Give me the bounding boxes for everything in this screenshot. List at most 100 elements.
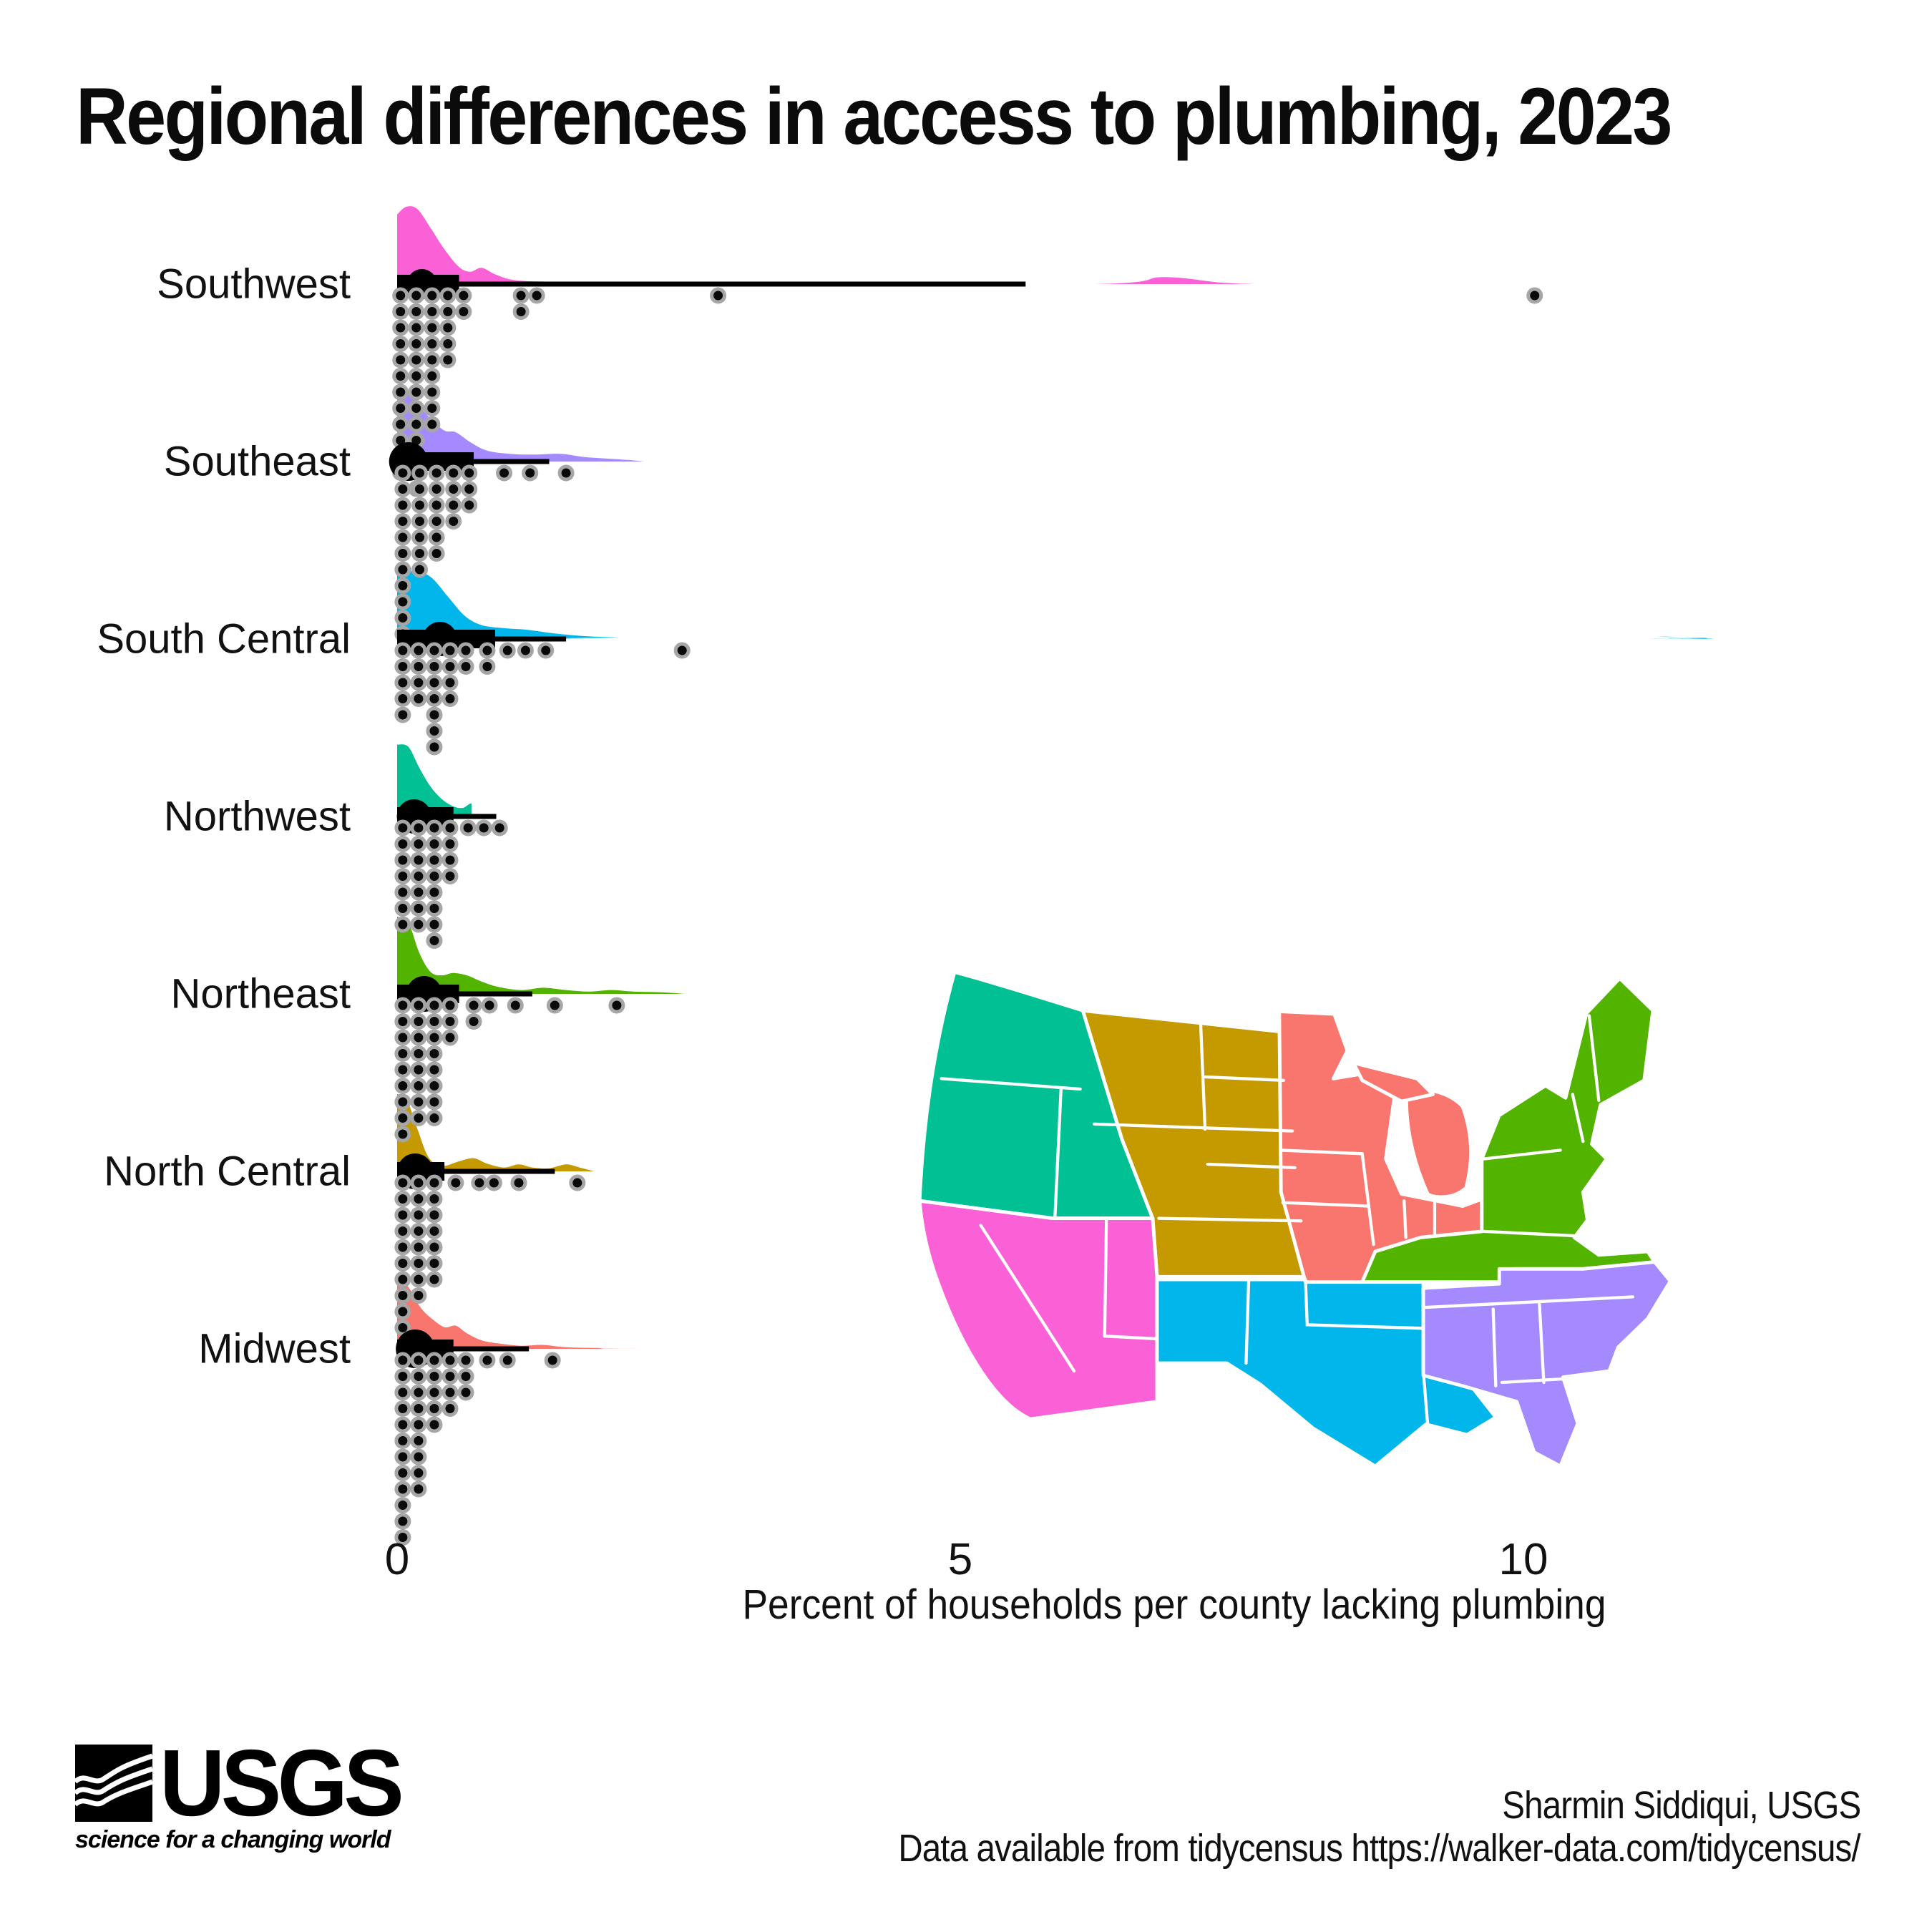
- county-dot: [394, 1400, 411, 1417]
- county-dot: [496, 464, 513, 482]
- county-dot: [394, 497, 411, 514]
- county-dot: [394, 674, 411, 691]
- county-dot: [479, 1352, 496, 1369]
- county-dot: [426, 1384, 443, 1401]
- county-dot: [411, 464, 428, 482]
- county-dot: [445, 497, 462, 514]
- county-dot: [491, 819, 508, 836]
- county-dot: [394, 1078, 411, 1094]
- county-dot: [428, 497, 445, 514]
- county-dot: [426, 1013, 443, 1030]
- county-dot: [424, 368, 441, 384]
- county-dot: [410, 1416, 427, 1433]
- state-border-line: [1424, 1295, 1635, 1309]
- county-dot: [394, 1465, 411, 1481]
- county-dot: [394, 1223, 411, 1239]
- county-dot: [410, 1480, 427, 1498]
- map-region-southwest: [917, 1199, 1159, 1421]
- row-northwest: Northwest: [164, 794, 508, 949]
- state-border-line: [1279, 1148, 1364, 1156]
- county-dot: [394, 481, 411, 497]
- county-dot: [426, 932, 443, 949]
- county-dot: [485, 1174, 502, 1191]
- county-dot: [457, 658, 474, 675]
- county-dot: [428, 513, 445, 530]
- county-dot: [394, 464, 411, 482]
- county-dot: [410, 884, 427, 901]
- county-dot: [426, 658, 443, 675]
- county-dot: [441, 674, 459, 691]
- county-dot: [394, 545, 411, 562]
- county-dot: [410, 1448, 427, 1465]
- county-dot: [441, 819, 459, 836]
- violin-southeast: [397, 388, 645, 462]
- violin-northwest: [397, 744, 472, 816]
- county-dot: [426, 1368, 443, 1385]
- county-dot: [459, 819, 477, 836]
- county-dot: [410, 1191, 427, 1207]
- county-dot: [426, 1045, 443, 1062]
- county-dot: [392, 400, 409, 416]
- state-border-line: [1500, 1377, 1565, 1385]
- state-border-line: [1053, 1087, 1063, 1220]
- county-dot: [426, 997, 443, 1014]
- county-dot: [410, 916, 427, 933]
- county-dot: [426, 1174, 443, 1191]
- county-dot: [410, 1029, 427, 1046]
- county-dots-north-central: [394, 1174, 586, 1336]
- county-dot: [445, 464, 462, 482]
- county-dot: [426, 674, 443, 691]
- county-dot: [426, 836, 443, 852]
- county-dot: [455, 287, 472, 304]
- county-dot: [426, 819, 443, 836]
- state-border-line: [1482, 1148, 1562, 1161]
- county-dot: [441, 1013, 459, 1030]
- county-dot: [410, 836, 427, 852]
- county-dot: [479, 642, 496, 659]
- county-dot: [439, 303, 457, 320]
- county-dot: [408, 416, 425, 433]
- county-dot: [394, 658, 411, 675]
- county-dot: [394, 1045, 411, 1062]
- county-dot: [394, 1271, 411, 1288]
- county-dot: [392, 303, 409, 320]
- county-dot: [411, 561, 428, 578]
- data-source: Data available from tidycensus https://w…: [898, 1827, 1861, 1870]
- county-dot: [410, 1433, 427, 1449]
- county-dot: [441, 1352, 459, 1369]
- violin-south-central: [397, 570, 1715, 639]
- county-dot: [410, 1013, 427, 1030]
- county-dot: [410, 1400, 427, 1417]
- county-dot: [445, 513, 462, 530]
- row-southeast: Southeast: [164, 439, 575, 643]
- county-dot: [457, 1368, 474, 1385]
- county-dot: [481, 997, 498, 1014]
- county-dot: [410, 674, 427, 691]
- county-dot: [426, 1191, 443, 1207]
- county-dot: [426, 1061, 443, 1078]
- county-dot: [394, 1448, 411, 1465]
- violin-midwest: [397, 1277, 1276, 1349]
- county-dot: [441, 642, 459, 659]
- state-border-line: [1538, 1302, 1546, 1385]
- county-dot: [441, 1384, 459, 1401]
- row-northeast: Northeast: [171, 971, 625, 1143]
- county-dot: [394, 1303, 411, 1320]
- county-dot: [441, 836, 459, 852]
- county-dot: [424, 287, 441, 304]
- county-dot: [408, 319, 425, 336]
- usgs-tagline: science for a changing world: [75, 1826, 391, 1854]
- county-dot: [710, 287, 727, 304]
- county-dot: [394, 1061, 411, 1078]
- county-dot: [426, 1029, 443, 1046]
- county-dot: [426, 1416, 443, 1433]
- county-dot: [410, 691, 427, 707]
- county-dot: [512, 303, 530, 320]
- county-dot: [394, 1433, 411, 1449]
- county-dot: [428, 464, 445, 482]
- county-dot: [608, 997, 625, 1014]
- state-border-line: [940, 1077, 1082, 1091]
- state-border-line: [1402, 1199, 1407, 1239]
- county-dot: [426, 1093, 443, 1111]
- county-dots-midwest: [394, 1352, 561, 1546]
